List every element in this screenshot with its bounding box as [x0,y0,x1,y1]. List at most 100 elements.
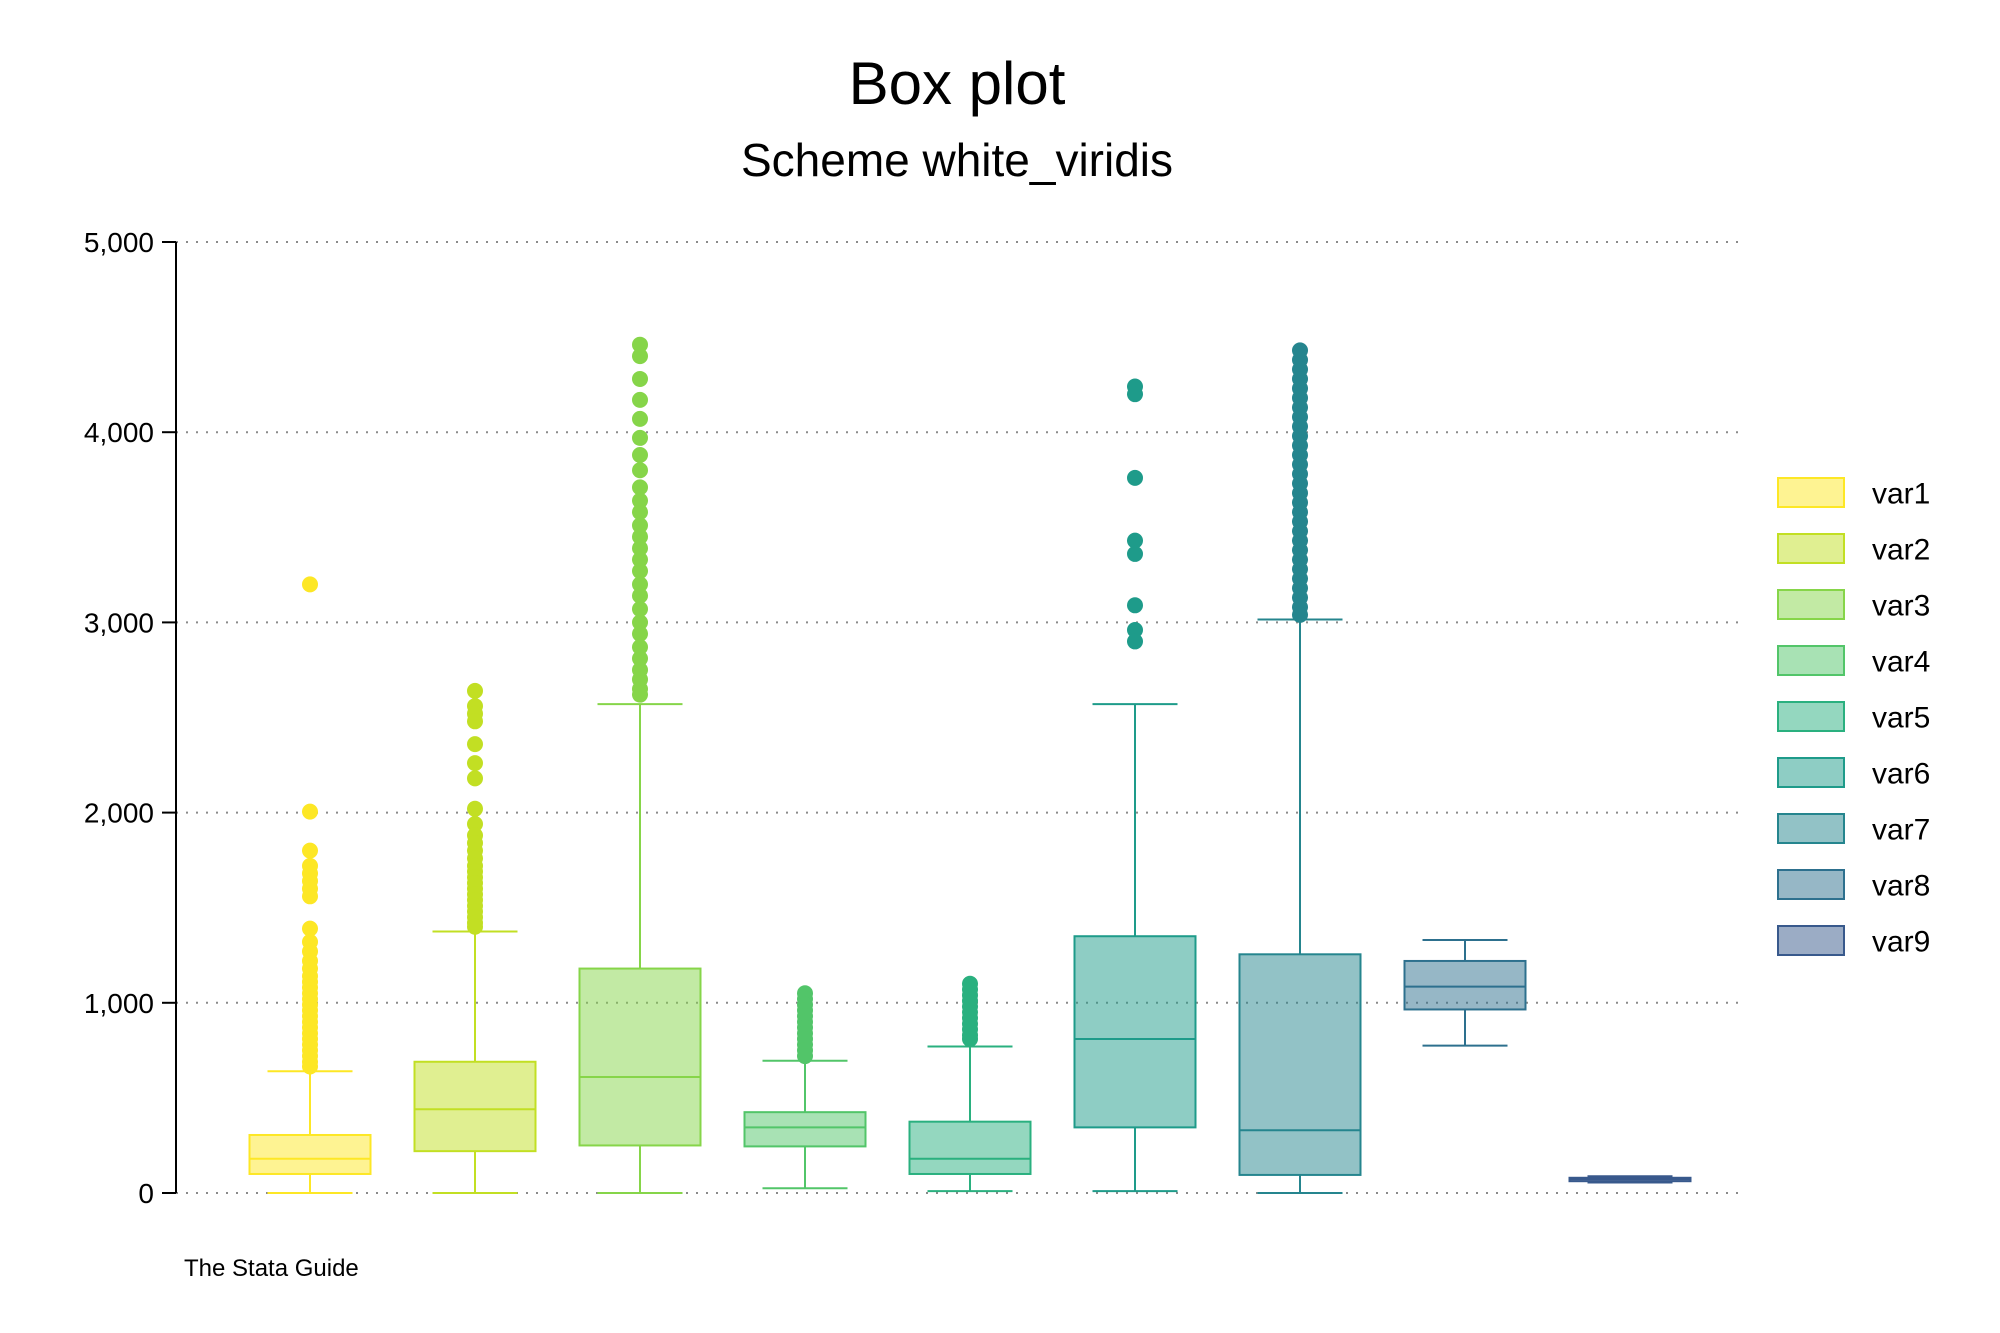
outlier-point [302,1058,318,1075]
legend-label: var8 [1872,870,1930,903]
chart-title: Box plot [849,50,1066,117]
y-axis: 0 1,000 2,000 3,000 4,000 5,000 [84,227,177,1209]
legend-item-var3: var3 [1777,589,1930,623]
outlier-point [632,625,648,642]
outlier-point [632,348,648,365]
outlier-point [1127,386,1143,403]
outlier-point [1127,622,1143,639]
outlier-point [632,492,648,509]
legend-item-var8: var8 [1777,869,1930,903]
legend-item-var6: var6 [1777,757,1930,791]
legend-swatch [1777,869,1845,900]
legend-label: var7 [1872,814,1930,847]
y-tick-label: 2,000 [84,798,154,829]
legend-label: var1 [1872,478,1930,511]
y-tick-label: 4,000 [84,417,154,448]
outlier-point [632,686,648,703]
box-var8 [1403,939,1527,1047]
box-body [1073,935,1197,1129]
legend-item-var9: var9 [1777,925,1930,959]
outlier-point [632,551,648,568]
legend-item-var5: var5 [1777,701,1930,735]
outlier-point [467,755,483,772]
box-body [743,1111,867,1148]
outlier-point [632,370,648,387]
outlier-point [302,576,318,593]
box-body [1403,959,1527,1011]
outlier-point [632,410,648,427]
outlier-point [467,918,483,935]
y-tick-label: 3,000 [84,607,154,638]
outlier-point [632,429,648,446]
outlier-point [632,650,648,667]
y-tick-label: 5,000 [84,227,154,258]
legend-swatch [1777,477,1845,508]
gridlines [176,241,1740,1194]
box-var4 [743,985,867,1190]
box-body [413,1060,537,1153]
outlier-point [467,800,483,817]
outlier-point [302,920,318,937]
chart-note: The Stata Guide [184,1255,359,1282]
box-var9 [1568,1175,1692,1184]
outlier-point [632,391,648,408]
legend-swatch [1777,813,1845,844]
box-body [1238,953,1362,1176]
outlier-point [1127,469,1143,486]
box-var7 [1238,342,1362,1194]
legend-item-var2: var2 [1777,533,1930,567]
outlier-point [632,639,648,656]
outlier-point [632,517,648,534]
box-var3 [578,336,702,1194]
outlier-point [632,462,648,479]
outlier-point [1292,606,1308,623]
box-var2 [413,682,537,1194]
outlier-point [632,576,648,593]
legend-label: var3 [1872,590,1930,623]
legend-item-var7: var7 [1777,813,1930,847]
outlier-point [1127,545,1143,562]
legend-label: var6 [1872,758,1930,791]
outlier-point [1127,597,1143,614]
legend: var1 var2 var3 var4 var5 var6 var7 var8 var9 [1777,477,1930,959]
box-body [908,1120,1032,1175]
outlier-point [632,336,648,353]
outlier-point [1127,532,1143,549]
outlier-point [467,816,483,833]
outlier-point [632,479,648,496]
legend-label: var9 [1872,926,1930,959]
outlier-point [962,1030,978,1047]
outlier-point [467,736,483,753]
legend-label: var2 [1872,534,1930,567]
outlier-point [632,601,648,618]
outlier-point [632,587,648,604]
legend-item-var1: var1 [1777,477,1930,511]
outlier-point [797,1048,813,1065]
legend-label: var4 [1872,646,1930,679]
outlier-point [632,563,648,580]
legend-swatch [1777,533,1845,564]
outlier-point [632,504,648,521]
outlier-point [632,528,648,545]
chart-subtitle: Scheme white_viridis [741,134,1173,186]
legend-swatch [1777,757,1845,788]
outlier-point [632,447,648,464]
legend-swatch [1777,589,1845,620]
outlier-point [632,614,648,631]
outlier-point [302,842,318,859]
boxes [248,336,1692,1194]
outlier-point [467,682,483,699]
outlier-point [302,888,318,905]
legend-label: var5 [1872,702,1930,735]
legend-swatch [1777,645,1845,676]
legend-swatch [1777,925,1845,956]
y-tick-label: 1,000 [84,988,154,1019]
outlier-point [1127,633,1143,650]
legend-item-var4: var4 [1777,645,1930,679]
box-body [578,967,702,1147]
y-tick-label: 0 [138,1178,154,1209]
box-var6 [1073,378,1197,1193]
box-var1 [248,576,372,1194]
